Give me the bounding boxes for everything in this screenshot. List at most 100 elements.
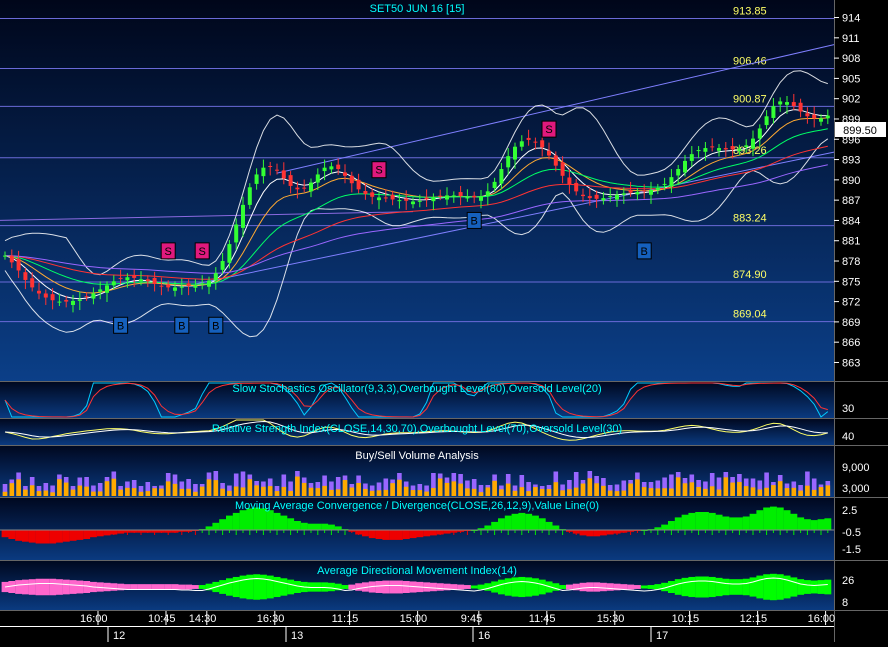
volume-bar-sell <box>573 472 579 496</box>
volume-bar-buy <box>23 489 28 496</box>
adx-area <box>321 582 329 592</box>
adx-title: Average Directional Movement Index(14) <box>317 565 517 577</box>
macd-bar <box>715 514 723 530</box>
candle-body <box>98 289 103 292</box>
candle-body <box>77 299 82 301</box>
adx-area <box>328 582 335 592</box>
volume-bar-buy <box>587 478 593 496</box>
adx-area <box>810 580 818 594</box>
stochastic-d-line <box>4 382 828 418</box>
candle-body <box>84 296 89 298</box>
candle-body <box>744 145 749 148</box>
volume-bar-sell <box>567 480 572 496</box>
candle-body <box>343 172 347 176</box>
marker-label: B <box>471 215 478 227</box>
stochastic-lines <box>4 382 829 418</box>
candle-body <box>819 118 823 122</box>
adx-area <box>15 580 23 594</box>
volume-bar-buy <box>424 491 429 496</box>
candle-body <box>57 301 62 303</box>
marker-label: S <box>375 165 382 177</box>
candle-body <box>567 177 572 185</box>
adx-area <box>178 584 186 590</box>
macd-bar <box>790 513 798 530</box>
adx-area <box>192 585 199 589</box>
adx-area <box>511 577 519 597</box>
volume-bar-buy <box>118 489 123 496</box>
adx-area <box>552 583 560 591</box>
candle-body <box>717 148 721 151</box>
adx-area <box>382 580 390 594</box>
candle-body <box>9 255 14 263</box>
volume-bar-buy <box>165 481 171 496</box>
candle-body <box>186 283 191 287</box>
adx-area <box>137 584 145 590</box>
candle-body <box>315 174 320 183</box>
adx-area <box>389 580 397 594</box>
volume-bar-buy <box>716 489 722 496</box>
adx-area <box>117 583 125 591</box>
adx-area <box>110 583 118 591</box>
time-tick-label: 14:30 <box>189 613 217 625</box>
macd-bar <box>804 519 811 530</box>
adx-area <box>280 578 288 596</box>
macd-bar <box>722 516 730 530</box>
volume-bar-buy <box>138 491 144 496</box>
adx-area <box>28 579 36 595</box>
adx-area <box>538 579 546 595</box>
sell-marker <box>541 120 557 138</box>
volume-bar-buy <box>757 489 763 496</box>
adx-area <box>49 578 57 596</box>
volume-title: Buy/Sell Volume Analysis <box>355 450 479 462</box>
volume-bar-sell <box>424 485 429 496</box>
rsi-lines <box>4 419 828 441</box>
adx-area <box>504 578 512 596</box>
buy-marker <box>113 316 129 334</box>
volume-bar-buy <box>376 490 382 496</box>
candle-body <box>91 293 96 299</box>
candle-body <box>173 287 177 291</box>
adx-area <box>368 581 376 593</box>
adx-tick-label: 8 <box>842 597 848 609</box>
candle-body <box>628 190 633 193</box>
candle-body <box>764 116 769 126</box>
adx-area <box>729 579 737 595</box>
candle-body <box>377 197 381 201</box>
ma-line-long <box>4 145 828 280</box>
candle-body <box>227 244 232 263</box>
macd-histogram <box>0 506 834 544</box>
volume-bars <box>2 471 831 496</box>
bollinger-upper-line <box>4 70 828 276</box>
volume-bar-sell <box>805 471 810 496</box>
macd-bar <box>76 530 84 540</box>
candle-body <box>404 198 409 201</box>
volume-bar-buy <box>145 491 151 496</box>
volume-bar-buy <box>199 486 205 496</box>
candle-body <box>778 101 783 105</box>
candle-body <box>302 187 307 189</box>
macd-bar <box>90 530 97 538</box>
volume-bar-sell <box>560 484 565 496</box>
adx-area <box>273 576 281 598</box>
volume-bar-buy <box>764 487 769 496</box>
volume-bar-buy <box>811 489 817 496</box>
candle-body <box>166 284 171 288</box>
volume-bar-buy <box>784 488 790 496</box>
volume-bar-buy <box>723 477 729 496</box>
adx-area <box>634 585 641 589</box>
candle-body <box>621 193 626 195</box>
volume-bar-buy <box>818 487 824 496</box>
candle-body <box>125 277 130 281</box>
volume-bar-buy <box>573 487 579 496</box>
candle-body <box>329 166 334 170</box>
adx-area <box>572 583 580 591</box>
volume-bar-buy <box>750 487 756 496</box>
candle-body <box>547 150 551 156</box>
fib-level-label: 906.46 <box>733 56 767 68</box>
candle-body <box>336 164 341 170</box>
time-tick-label: 16:00 <box>80 613 108 625</box>
volume-bar-sell <box>281 474 287 496</box>
candle-body <box>268 165 273 167</box>
